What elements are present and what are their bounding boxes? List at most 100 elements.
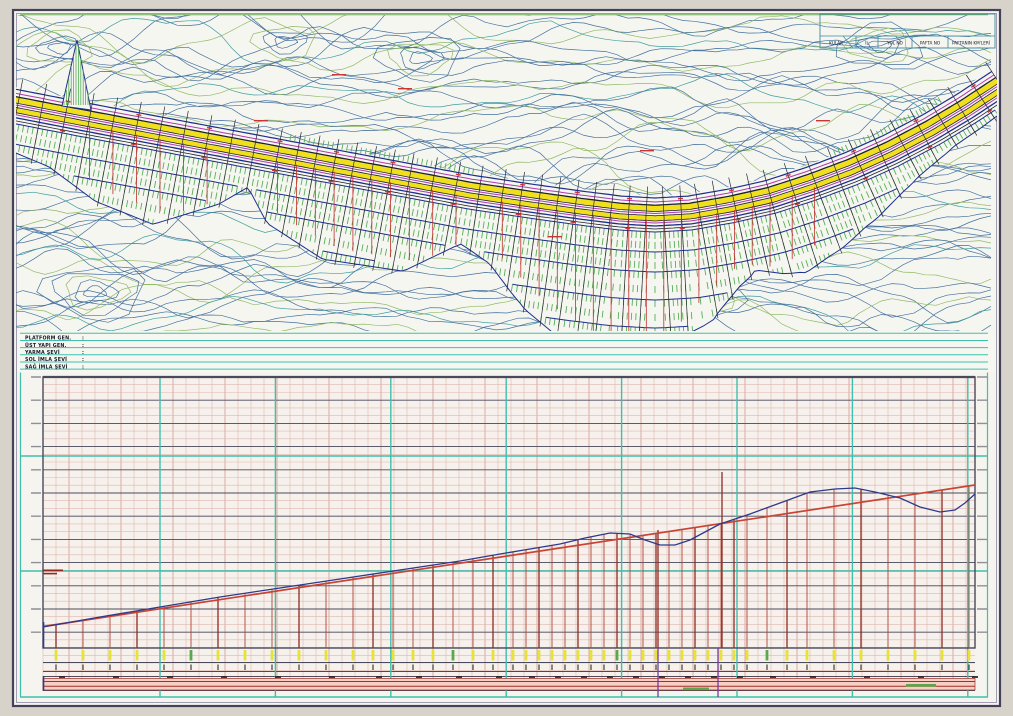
attr-label-ustyapi-gen: ÜST YAPI GEN.: [25, 342, 67, 349]
contour-line: [16, 295, 992, 331]
cut-spike-hatch: [63, 44, 89, 105]
station-ticks-yellow: [54, 650, 971, 661]
contour-line: [16, 31, 992, 83]
title-cell-pafta-km: PAFTANIN KM'LERİ: [952, 41, 990, 46]
title-cell-kulak: KULAK: [829, 41, 843, 46]
attribute-band: PLATFORM GEN. ÜST YAPI GEN. YARMA ŞEVİ S…: [17, 332, 996, 373]
terrain-line: [42, 487, 976, 628]
contour-line: [16, 280, 992, 326]
road-yellow-band-2: [16, 89, 997, 221]
contour-line: [16, 274, 992, 323]
contour-ring: [400, 46, 445, 71]
contour-ring: [65, 275, 132, 311]
profile-bg: [43, 377, 975, 690]
contour-line: [16, 15, 992, 60]
profile-ordinates: [82, 485, 970, 648]
title-block: KULAK İL YOL NO PAFTA NO PAFTANIN KM'LER…: [819, 13, 996, 49]
red-annotation-dash: [254, 120, 268, 122]
title-block-border: [819, 13, 996, 49]
attr-sep: :: [82, 351, 84, 356]
road-parallel-line: [16, 88, 997, 217]
contour-line: [162, 299, 799, 331]
attribute-band-bg: [17, 332, 996, 373]
grid-cyan-vertical: [159, 377, 969, 697]
contour-ring: [83, 285, 107, 298]
station-ticks-dark: [55, 664, 970, 670]
attr-label-yarma-sevi: YARMA ŞEVİ: [24, 349, 60, 356]
left-red-dash: [43, 572, 57, 575]
contour-ring: [868, 40, 893, 53]
berm-line: [16, 109, 996, 233]
station-ticks-green: [189, 650, 769, 661]
contour-ring: [274, 35, 298, 49]
contour-line: [16, 263, 992, 318]
contour-ring: [372, 37, 461, 83]
contour-line: [16, 18, 992, 65]
red-annotation-dash: [398, 88, 412, 90]
road-parallel-line: [16, 70, 993, 199]
road-parallel-line: [16, 76, 996, 206]
attr-label-platform-gen: PLATFORM GEN.: [25, 336, 71, 342]
road-parallel-line: [16, 97, 997, 224]
grid-fine-vertical-accent: [68, 377, 954, 690]
red-annotation-dash: [816, 120, 830, 122]
contour-line: [16, 295, 961, 331]
contour-line: [16, 89, 992, 141]
contour-ring: [855, 35, 901, 59]
road-parallel-line: [16, 74, 995, 203]
contour-line: [17, 15, 992, 68]
contour-line: [16, 73, 992, 125]
contour-line: [16, 15, 969, 50]
road-parallel-line: [16, 95, 997, 222]
contour-line: [16, 86, 992, 134]
red-annotation-dash: [332, 74, 346, 76]
contour-ring: [36, 265, 146, 323]
contour-line: [16, 100, 992, 152]
contour-ring: [47, 42, 72, 55]
contour-line: [16, 64, 992, 111]
title-cell-paftano: PAFTA NO: [920, 41, 941, 46]
title-block-diagonal: [842, 35, 854, 49]
contour-line: [16, 289, 992, 331]
berm-line: [545, 316, 688, 329]
attr-label-sol-imla-sevi: SOL İMLA ŞEVİ: [25, 356, 67, 363]
contour-ring: [51, 273, 140, 317]
contour-line: [17, 15, 992, 64]
attr-sep: :: [82, 337, 84, 342]
title-cell-yolno: YOL NO: [886, 41, 903, 46]
margin-ticks: [31, 376, 987, 633]
contour-ring: [262, 32, 308, 55]
red-annotation-dash: [548, 236, 562, 238]
slope-toe-line: [16, 115, 997, 331]
contour-line: [16, 256, 992, 308]
contour-line: [77, 302, 992, 331]
contour-ring: [74, 279, 120, 304]
title-cell-il: İL: [865, 41, 869, 46]
attribute-band-lines: [20, 332, 988, 370]
profile-view: [20, 375, 988, 697]
road-parallel-line: [16, 85, 997, 215]
attr-sep: :: [82, 365, 84, 370]
contour-line: [16, 97, 992, 153]
plan-red-ordinates: [89, 125, 815, 331]
grade-line: [42, 484, 976, 628]
red-annotation-dash: [640, 150, 654, 152]
contour-ring: [409, 51, 433, 64]
green-bar: [683, 687, 709, 691]
road-parallel-line: [16, 77, 997, 206]
road-parallel-line: [16, 83, 997, 212]
cross-section-lines: [16, 62, 997, 331]
contour-line: [150, 15, 891, 43]
teal-frame: [19, 14, 989, 698]
road-corridor-layer: [16, 39, 997, 331]
attr-label-sag-imla-sevi: SAĞ İMLA ŞEVİ: [25, 363, 68, 370]
road-parallel-line: [16, 104, 997, 230]
contour-ring: [835, 21, 924, 65]
contour-ring: [249, 26, 316, 61]
station-red-ticks: [59, 83, 993, 230]
profile-ordinates-heavy: [55, 489, 943, 648]
contour-line: [16, 58, 992, 109]
road-yellow-band: [16, 78, 997, 212]
